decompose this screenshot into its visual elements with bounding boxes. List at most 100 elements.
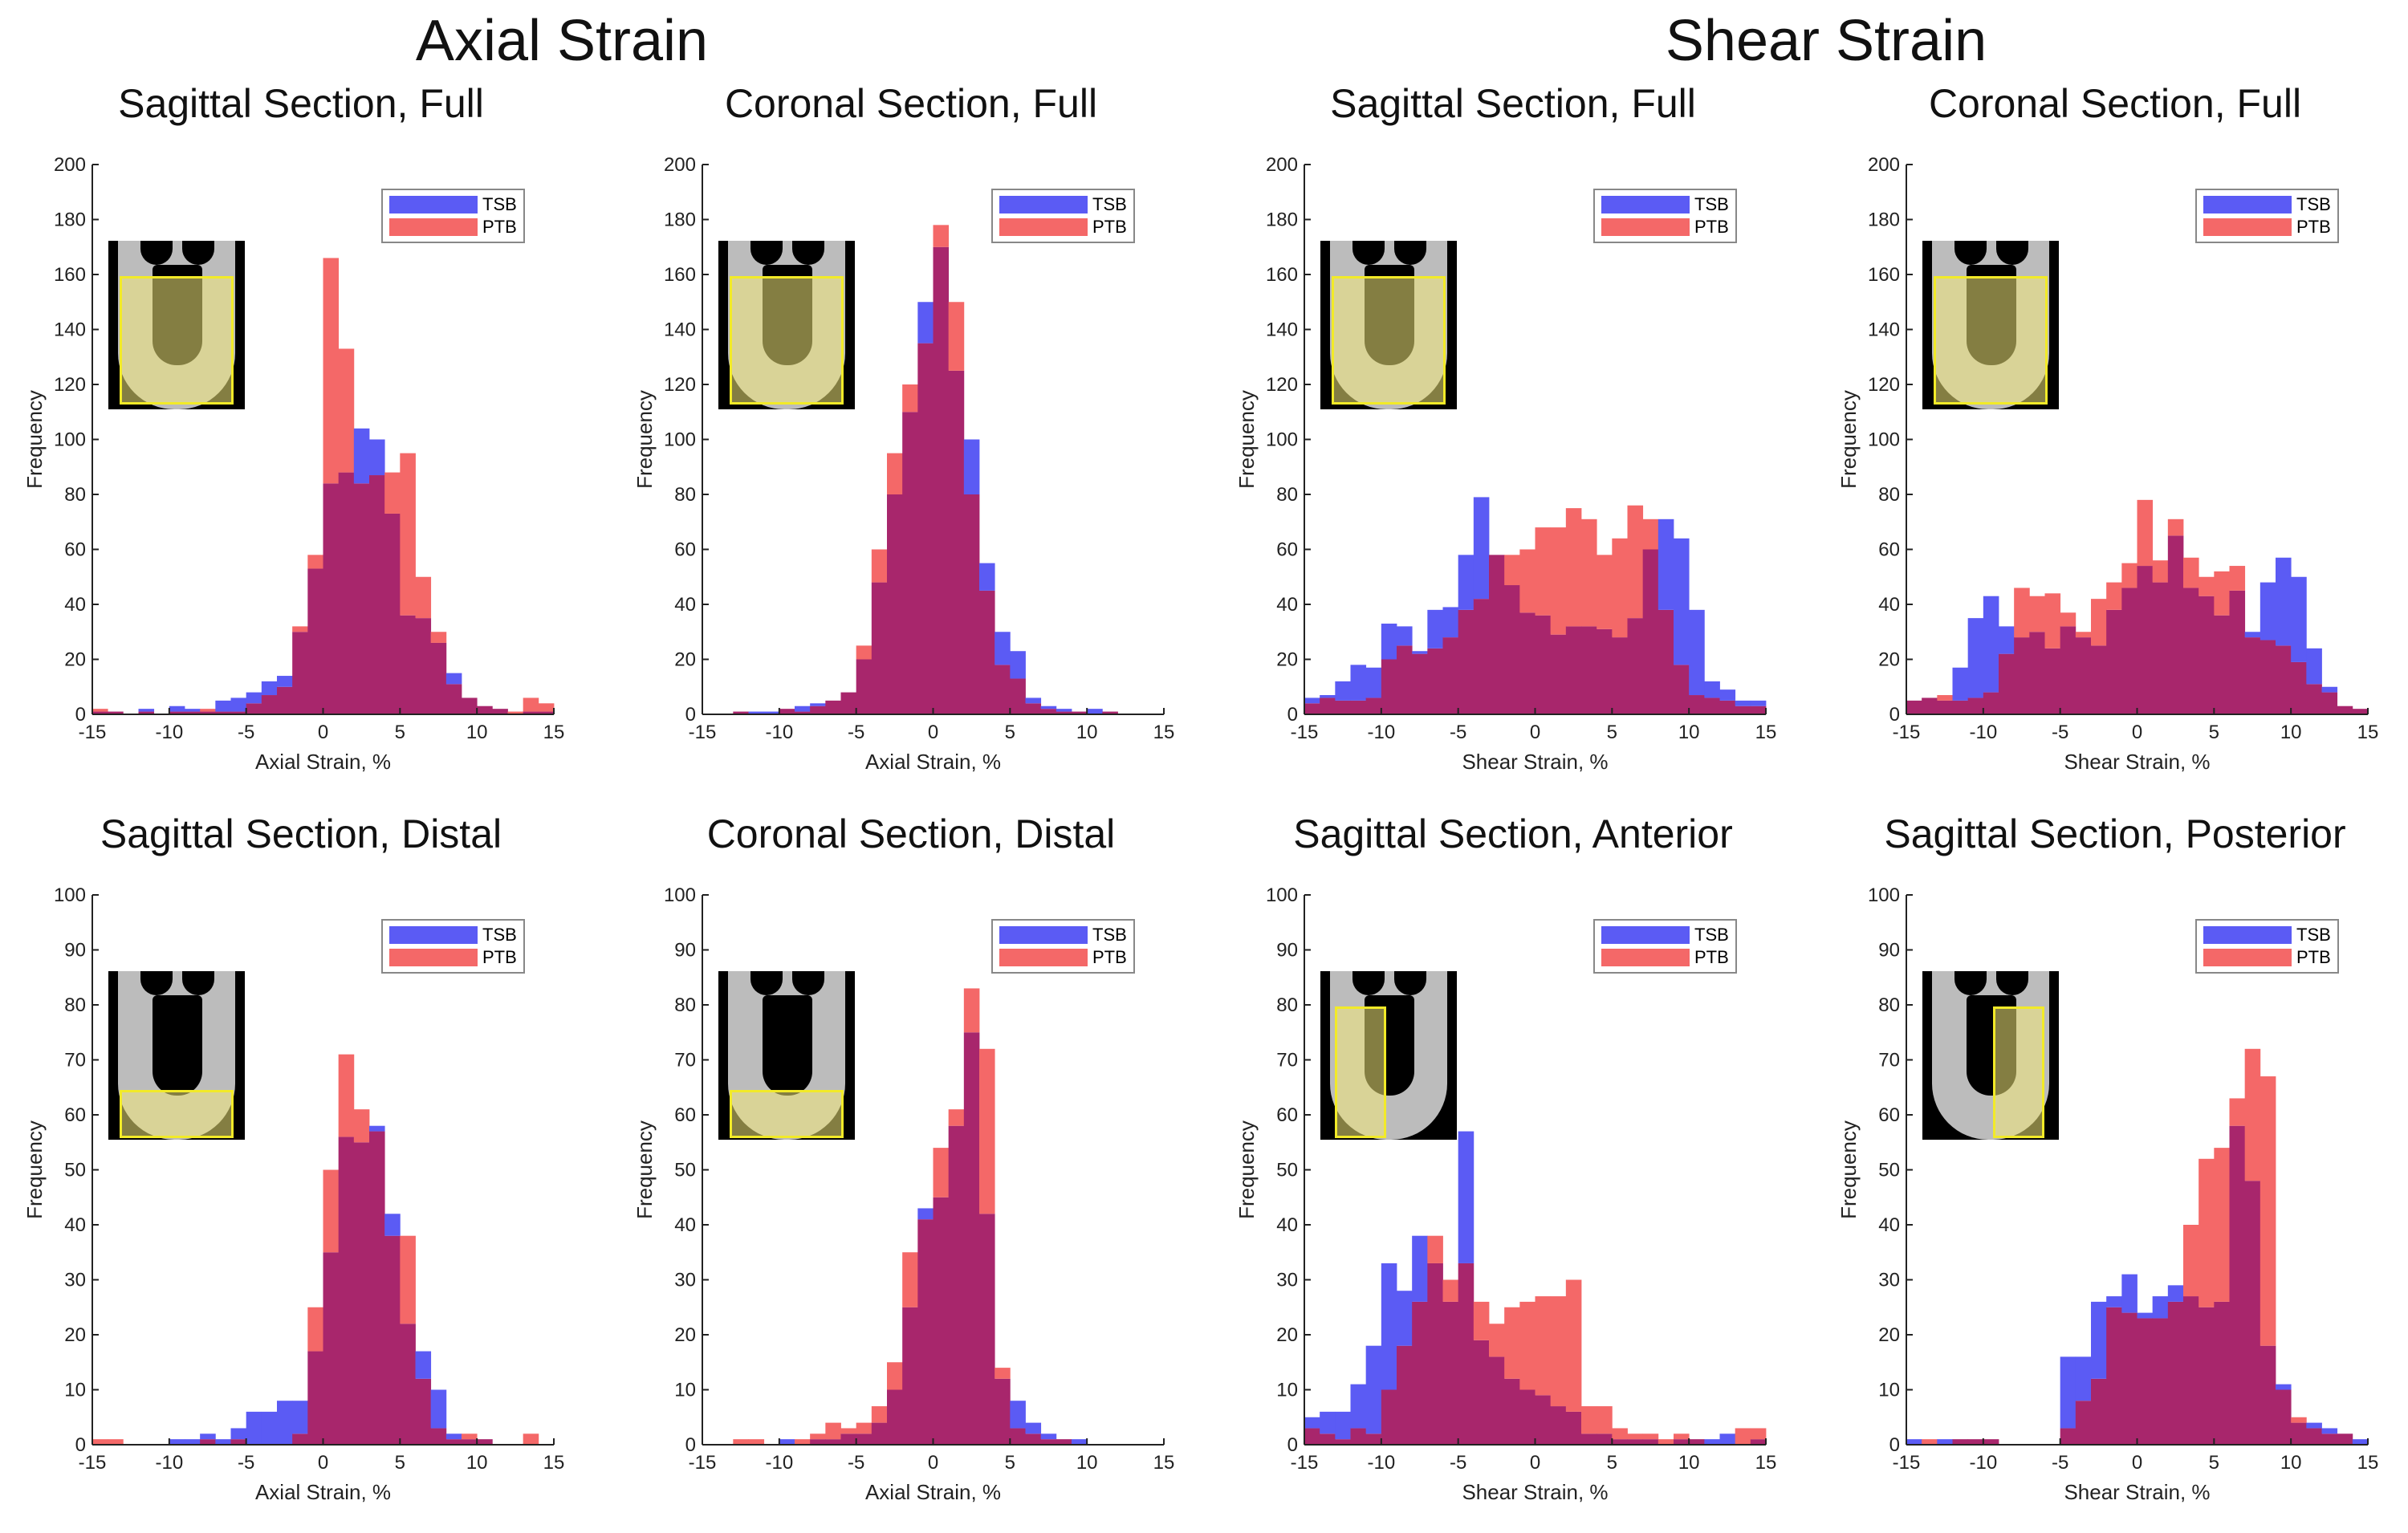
overlap-bar [979, 590, 995, 714]
y-tick-label: 20 [674, 1324, 696, 1346]
overlap-bar [1304, 1428, 1320, 1445]
tsb-bar [169, 1439, 185, 1445]
shear-strain-heading: Shear Strain [1665, 9, 1987, 73]
y-tick-label: 140 [1266, 319, 1298, 341]
ptb-bar [933, 225, 950, 247]
x-tick-label: 15 [543, 722, 565, 743]
chart-title: Coronal Section, Full [1928, 81, 2302, 126]
x-tick-label: 0 [928, 722, 938, 743]
ptb-bar [2152, 560, 2169, 583]
tsb-bar [2306, 648, 2322, 685]
y-tick-label: 40 [64, 1214, 86, 1236]
ptb-bar [948, 302, 965, 371]
histogram-panel-6: Coronal Section, Distal 0 10 20 30 40 50 60 70 80… [610, 811, 1212, 1533]
tsb-bar [2276, 557, 2292, 646]
tsb-bar [1397, 1291, 1413, 1346]
ptb-bar [1565, 508, 1582, 627]
region-of-interest-box [1335, 1006, 1386, 1138]
ptb-bar [1674, 1433, 1690, 1440]
ptb-bar [856, 645, 872, 660]
overlap-bar [995, 1378, 1011, 1445]
overlap-bar [200, 1439, 216, 1445]
overlap-bar [1040, 1439, 1057, 1445]
tsb-bar [1967, 618, 1984, 698]
overlap-bar [415, 1378, 432, 1445]
overlap-bar [2244, 1181, 2261, 1445]
overlap-bar [1010, 1428, 1026, 1445]
y-tick-label: 20 [1878, 1324, 1900, 1346]
ptb-bar [1504, 1307, 1520, 1379]
tsb-bar [246, 692, 262, 704]
histogram-plot: 0 10 20 30 40 50 60 70 80 90 100 -15 -10 -5 0 5 10 15 Axia… [633, 884, 1174, 1504]
y-axis-label: Frequency [633, 390, 657, 489]
ptb-bar [307, 1307, 323, 1352]
overlap-bar [963, 1032, 980, 1445]
legend-label-ptb: PTB [2296, 217, 2331, 237]
overlap-bar [185, 711, 201, 714]
legend-entry-ptb: PTB [2203, 216, 2331, 238]
overlap-bar [917, 1219, 934, 1445]
overlap-bar [995, 665, 1011, 714]
tsb-bar [1412, 1235, 1428, 1302]
tsb-bar [1719, 1433, 1736, 1445]
x-tick-label: 5 [2209, 1452, 2219, 1474]
y-tick-label: 60 [674, 1104, 696, 1126]
overlap-bar [1627, 618, 1644, 714]
overlap-bar [1397, 1345, 1413, 1445]
x-tick-label: -5 [2052, 722, 2068, 743]
y-tick-label: 20 [674, 649, 696, 671]
tsb-bar [810, 703, 826, 706]
y-axis-label: Frequency [633, 1120, 657, 1219]
region-of-interest-box [120, 1090, 234, 1138]
tsb-bar [1458, 1131, 1474, 1263]
tsb-bar [2091, 1301, 2107, 1379]
x-tick-label: 5 [1607, 722, 1617, 743]
tsb-bar [2075, 1356, 2092, 1401]
legend-entry-ptb: PTB [999, 946, 1127, 969]
tsb-bar [1397, 626, 1413, 646]
overlap-bar [2291, 661, 2307, 714]
ptb-bar [1922, 1439, 1938, 1445]
tsb-bar [1350, 1384, 1367, 1429]
legend-swatch-ptb [389, 949, 478, 966]
x-tick-label: -10 [1969, 1452, 1997, 1474]
y-tick-label: 80 [64, 484, 86, 506]
region-of-interest-box [1332, 276, 1446, 405]
overlap-bar [2229, 1125, 2246, 1445]
y-tick-label: 30 [1878, 1270, 1900, 1291]
overlap-bar [169, 711, 185, 714]
x-tick-label: 0 [2132, 1452, 2142, 1474]
y-tick-label: 180 [1868, 209, 1900, 231]
histogram-panel-8: Sagittal Section, Posterior 0 10 20 30 40 50 60… [1814, 811, 2408, 1533]
tsb-bar [1365, 1345, 1382, 1434]
overlap-bar [1025, 1433, 1042, 1445]
overlap-bar [1519, 612, 1536, 714]
overlap-bar [462, 1439, 478, 1445]
y-tick-label: 60 [1878, 539, 1900, 561]
legend-swatch-ptb [999, 218, 1088, 236]
tsb-bar [917, 302, 934, 344]
overlap-bar [2321, 1433, 2338, 1445]
ptb-bar [840, 1428, 857, 1434]
overlap-bar [2121, 588, 2138, 714]
x-axis-label: Shear Strain, % [1462, 750, 1608, 774]
overlap-bar [230, 1439, 247, 1445]
overlap-bar [1442, 1301, 1459, 1445]
legend-entry-tsb: TSB [389, 193, 517, 216]
ptb-bar [1658, 1439, 1674, 1445]
ptb-bar [871, 1406, 888, 1423]
y-tick-label: 50 [1878, 1160, 1900, 1181]
x-tick-label: 5 [395, 722, 405, 743]
tsb-bar [261, 681, 278, 696]
tsb-bar [779, 1439, 795, 1445]
overlap-bar [2152, 582, 2169, 714]
overlap-bar [1565, 626, 1582, 714]
overlap-bar [1750, 706, 1767, 714]
overlap-bar [2106, 609, 2122, 714]
tsb-bar [1704, 681, 1720, 698]
histogram-plot: 0 10 20 30 40 50 60 70 80 90 100 -15 -10 -5 0 5 10 15 Axia… [22, 884, 564, 1504]
overlap-bar [1040, 709, 1057, 714]
overlap-bar [1025, 703, 1042, 714]
overlap-bar [856, 1433, 872, 1445]
legend-swatch-ptb [389, 218, 478, 236]
